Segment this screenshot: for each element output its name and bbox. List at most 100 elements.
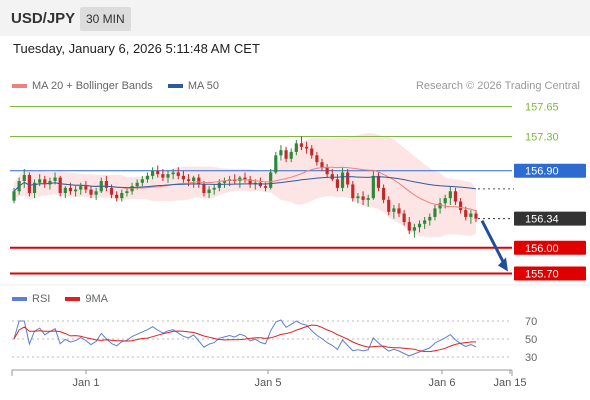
x-tick-label: Jan 15 <box>493 377 526 389</box>
candle-body <box>258 182 262 187</box>
timeframe-badge[interactable]: 30 MIN <box>80 7 131 31</box>
projection <box>480 219 508 272</box>
rsi-tick-label: 70 <box>525 316 537 328</box>
candle-body <box>38 179 42 183</box>
candle-body <box>22 175 26 182</box>
candle-body <box>428 216 432 221</box>
candle-body <box>120 192 124 199</box>
candle-body <box>346 172 350 185</box>
candle-body <box>289 151 293 159</box>
candle-body <box>453 191 458 202</box>
projection-arrow-shaft <box>480 219 507 267</box>
candle-body <box>130 186 134 192</box>
candle-body <box>392 208 396 212</box>
candle-body <box>109 187 114 195</box>
candle-body <box>376 175 381 188</box>
bollinger-bands <box>14 133 476 238</box>
level-label: 156.00 <box>525 243 559 255</box>
rsi-line <box>13 319 477 357</box>
rsi-tick-label: 30 <box>525 352 537 364</box>
candle-body <box>79 186 83 190</box>
x-tick-label: Jan 6 <box>429 377 456 389</box>
candle-body <box>335 179 339 188</box>
candle-body <box>340 172 345 188</box>
legend-label: MA 50 <box>187 80 220 92</box>
legend-label: 9MA <box>85 293 109 305</box>
candle-body <box>171 172 175 175</box>
candle-body <box>325 167 329 175</box>
level-badge <box>514 163 586 178</box>
legend-label: MA 20 + Bollinger Bands <box>32 80 153 92</box>
candle-body <box>248 179 252 185</box>
legend-swatch <box>167 84 183 89</box>
candle-body <box>222 181 227 183</box>
ma50-line <box>13 176 477 192</box>
candle-body <box>217 182 221 188</box>
candle-body <box>423 220 427 224</box>
candle-body <box>12 191 16 201</box>
candle-body <box>402 213 406 223</box>
candle-body <box>94 191 98 195</box>
candle-body <box>140 179 144 183</box>
chart-header: USD/JPY 30 MIN <box>0 0 590 36</box>
candle-body <box>351 184 355 199</box>
candle-body <box>320 162 324 168</box>
candle-body <box>407 222 411 231</box>
candle-body <box>366 198 370 200</box>
legend-item-rsi: RSI <box>12 293 50 305</box>
legend-item-ma50: MA 50 <box>167 80 220 92</box>
rsi-tick-label: 50 <box>525 334 537 346</box>
candle-body <box>315 155 319 163</box>
candle-body <box>192 177 196 182</box>
legend-item-ma20: MA 20 + Bollinger Bands <box>12 80 153 92</box>
level-badge <box>514 266 586 281</box>
projection-arrow-head <box>498 257 508 272</box>
price-legend: MA 20 + Bollinger Bands MA 50 <box>12 80 231 92</box>
candle-body <box>115 194 119 199</box>
candle-body <box>356 196 360 199</box>
candle-body <box>417 223 422 228</box>
candle-body <box>176 172 180 176</box>
legend-swatch <box>12 84 27 89</box>
x-tick-label: Jan 5 <box>255 377 282 389</box>
x-tick-label: Jan 1 <box>73 377 100 389</box>
candle-body <box>53 177 57 182</box>
candle-body <box>361 196 365 200</box>
symbol-title: USD/JPY <box>11 10 76 27</box>
rsi-panel: 70 50 30 <box>12 316 537 364</box>
level-label: 155.70 <box>525 268 559 280</box>
candle-body <box>151 170 155 176</box>
candle-body <box>202 184 206 193</box>
legend-swatch <box>65 297 81 302</box>
candle-body <box>284 150 288 159</box>
candle-body <box>197 177 201 185</box>
candle-body <box>58 177 62 193</box>
candle-body <box>145 175 150 180</box>
candle-body <box>464 210 468 217</box>
candle-body <box>27 175 31 193</box>
candle-body <box>387 199 391 212</box>
candle-body <box>207 189 211 193</box>
level-label: 156.90 <box>525 166 559 178</box>
candle-body <box>269 172 273 188</box>
candle-body <box>382 187 386 200</box>
candle-body <box>125 191 129 193</box>
candle-body <box>279 150 283 156</box>
legend-item-9ma: 9MA <box>65 293 108 305</box>
rsi-legend: RSI 9MA <box>12 293 120 305</box>
candle-body <box>212 187 216 190</box>
candle-body <box>299 143 304 147</box>
candle-body <box>263 186 268 188</box>
candle-body <box>438 203 442 209</box>
candle-body <box>474 213 478 219</box>
candle-body <box>459 201 463 211</box>
candle-body <box>274 155 278 173</box>
candle-body <box>448 191 452 199</box>
candle-body <box>310 148 314 156</box>
candle-body <box>74 189 78 192</box>
research-credit: Research © 2026 Trading Central <box>415 80 580 92</box>
candle-body <box>243 177 247 180</box>
candle-body <box>433 208 437 217</box>
candle-body <box>43 179 47 185</box>
candle-body <box>186 179 191 182</box>
